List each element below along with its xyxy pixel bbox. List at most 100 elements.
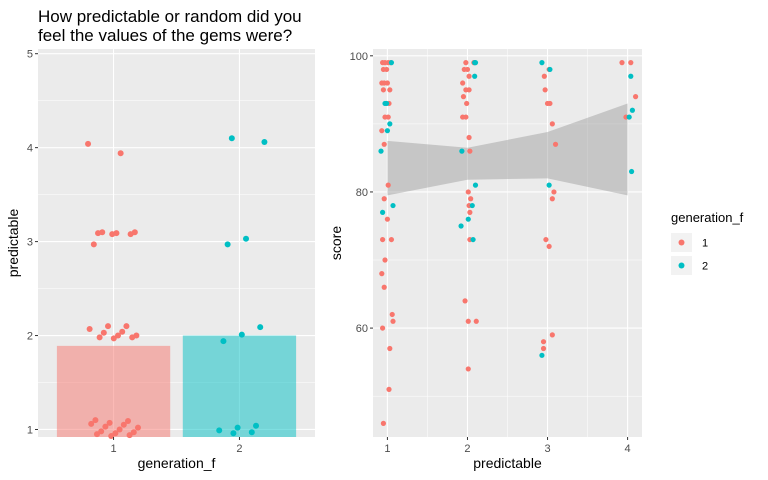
legend-key-1-dot: [678, 239, 685, 246]
point-generation-1: [123, 323, 130, 330]
point-generation-1: [96, 334, 103, 341]
point-generation-1: [112, 430, 119, 437]
point-generation-2: [628, 168, 635, 175]
point-generation-1: [388, 236, 395, 243]
point-generation-1: [385, 182, 391, 188]
point-generation-1: [542, 87, 548, 93]
point-generation-1: [549, 196, 555, 202]
point-generation-1: [541, 73, 547, 79]
legend-label-1: 1: [702, 238, 708, 250]
point-generation-1: [466, 73, 472, 79]
point-generation-1: [86, 325, 93, 332]
point-generation-1: [379, 271, 385, 277]
point-generation-2: [470, 236, 476, 243]
point-generation-1: [549, 332, 555, 338]
point-generation-2: [465, 216, 471, 222]
point-generation-1: [119, 328, 126, 335]
point-generation-1: [127, 231, 134, 238]
point-generation-1: [386, 386, 392, 392]
point-generation-1: [109, 231, 116, 238]
point-generation-1: [117, 150, 124, 157]
point-generation-2: [228, 135, 235, 142]
left-jitter-points: [85, 135, 268, 440]
point-generation-1: [125, 418, 132, 425]
right-y-tick-label: 100: [350, 51, 368, 63]
right-x-tick-label: 4: [625, 443, 631, 455]
point-generation-2: [378, 148, 384, 154]
right-x-axis: 1 2 3 4: [384, 437, 631, 455]
point-generation-1: [384, 66, 390, 73]
point-generation-2: [230, 430, 237, 437]
point-generation-1: [90, 241, 97, 248]
left-y-axis: 1 2 3 4 5: [27, 49, 38, 436]
point-generation-2: [220, 338, 227, 345]
chart-title-line-2: feel the values of the gems were?: [38, 26, 292, 45]
left-x-axis-title: generation_f: [138, 455, 216, 471]
legend: generation_f 1 2: [671, 210, 744, 275]
left-y-tick-label: 4: [27, 143, 33, 155]
bar-generation-1: [56, 345, 171, 437]
right-plot: 1 2 3 4 60 80 100: [350, 49, 642, 455]
point-generation-1: [88, 420, 95, 427]
point-generation-1: [380, 420, 387, 426]
point-generation-2: [248, 429, 255, 436]
point-generation-1: [464, 66, 471, 73]
point-generation-1: [382, 257, 388, 263]
point-generation-1: [108, 433, 115, 440]
right-scatter-points: [378, 60, 639, 426]
point-generation-2: [387, 121, 393, 127]
point-generation-1: [381, 284, 387, 290]
right-y-axis-title: score: [328, 226, 344, 260]
right-gridlines: [373, 49, 642, 437]
point-generation-2: [216, 427, 223, 434]
left-y-axis-title: predictable: [5, 209, 21, 278]
point-generation-1: [130, 429, 137, 436]
point-generation-1: [102, 423, 109, 430]
point-generation-1: [120, 421, 127, 428]
point-generation-1: [466, 87, 472, 93]
legend-title: generation_f: [671, 210, 744, 225]
point-generation-1: [546, 243, 552, 250]
point-generation-1: [540, 345, 547, 352]
point-generation-2: [628, 73, 634, 79]
left-y-tick-label: 2: [27, 331, 33, 343]
point-generation-1: [468, 196, 474, 202]
point-generation-2: [469, 202, 475, 209]
point-generation-1: [552, 141, 559, 147]
point-generation-1: [379, 128, 385, 134]
point-generation-2: [390, 202, 396, 209]
point-generation-1: [100, 329, 107, 336]
point-generation-2: [629, 107, 635, 113]
point-generation-1: [467, 209, 473, 215]
point-generation-1: [384, 80, 391, 86]
point-generation-2: [257, 324, 264, 331]
left-bars: [56, 335, 297, 437]
point-generation-1: [549, 121, 555, 127]
point-generation-1: [466, 134, 472, 141]
point-generation-1: [93, 431, 100, 438]
point-generation-1: [628, 60, 634, 66]
point-generation-1: [98, 428, 105, 435]
left-y-tick-label: 3: [27, 237, 33, 249]
point-generation-2: [539, 352, 545, 358]
point-generation-2: [472, 182, 479, 188]
point-generation-1: [92, 417, 99, 424]
point-generation-2: [472, 60, 479, 66]
point-generation-1: [134, 424, 141, 431]
point-generation-1: [632, 94, 639, 100]
point-generation-1: [106, 419, 113, 426]
right-x-tick-label: 3: [544, 443, 550, 455]
chart-title-line-1: How predictable or random did you: [38, 7, 302, 26]
point-generation-1: [95, 230, 102, 237]
point-generation-1: [390, 318, 396, 324]
point-generation-2: [380, 209, 386, 215]
legend-label-2: 2: [702, 261, 708, 273]
point-generation-1: [384, 216, 391, 222]
right-smooth-ribbon: [387, 103, 628, 196]
right-y-axis: 60 80 100: [350, 51, 373, 335]
point-generation-1: [115, 332, 122, 339]
point-generation-2: [472, 73, 478, 79]
